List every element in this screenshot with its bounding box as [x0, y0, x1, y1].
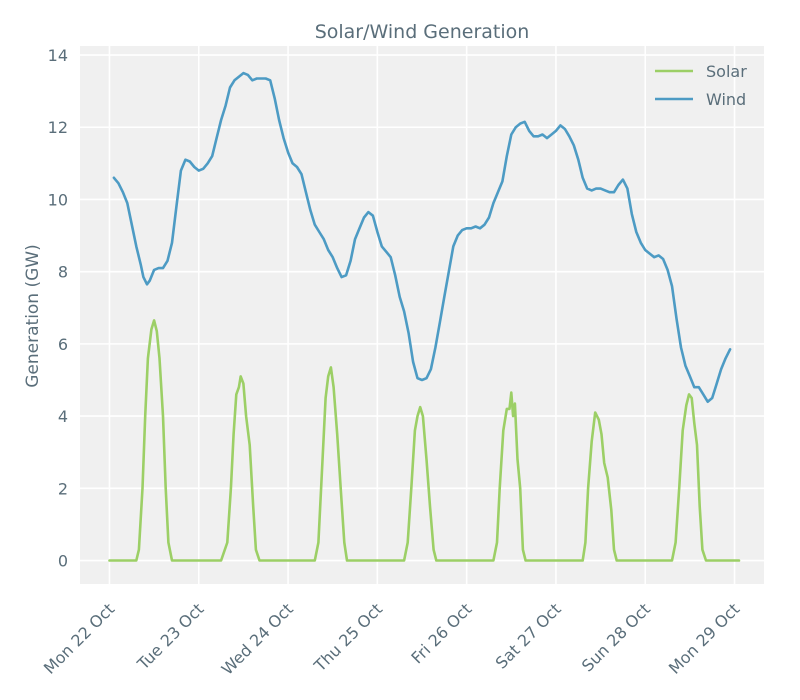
x-tick-label: Mon 29 Oct [665, 599, 743, 677]
legend: Solar Wind [655, 62, 747, 109]
x-tick-label: Sun 28 Oct [578, 599, 654, 675]
x-tick-label: Sat 27 Oct [492, 599, 565, 672]
x-tick-label: Thu 25 Oct [310, 599, 387, 676]
y-axis-label: Generation (GW) [23, 244, 43, 388]
y-tick-label: 0 [58, 552, 68, 571]
y-tick-label: 10 [48, 190, 68, 209]
x-tick-label: Tue 23 Oct [133, 599, 208, 674]
y-tick-labels: 0 2 4 6 8 10 12 14 [48, 46, 68, 571]
legend-label-solar: Solar [706, 62, 747, 81]
series-line-wind [112, 71, 732, 403]
x-tick-label: Wed 24 Oct [218, 599, 297, 678]
chart-title: Solar/Wind Generation [315, 21, 530, 43]
plot-background [80, 46, 764, 584]
y-tick-label: 12 [48, 118, 68, 137]
x-tick-labels: Mon 22 Oct Tue 23 Oct Wed 24 Oct Thu 25 Oct… [40, 599, 744, 678]
y-tick-label: 4 [58, 407, 68, 426]
legend-label-wind: Wind [706, 90, 746, 109]
y-tick-label: 8 [58, 263, 68, 282]
x-tick-label: Fri 26 Oct [407, 599, 475, 667]
y-tick-label: 2 [58, 479, 68, 498]
y-tick-label: 6 [58, 335, 68, 354]
y-tick-label: 14 [48, 46, 68, 65]
series-lines [108, 71, 741, 562]
series-line-solar [108, 319, 741, 562]
x-tick-label: Mon 22 Oct [40, 599, 118, 677]
